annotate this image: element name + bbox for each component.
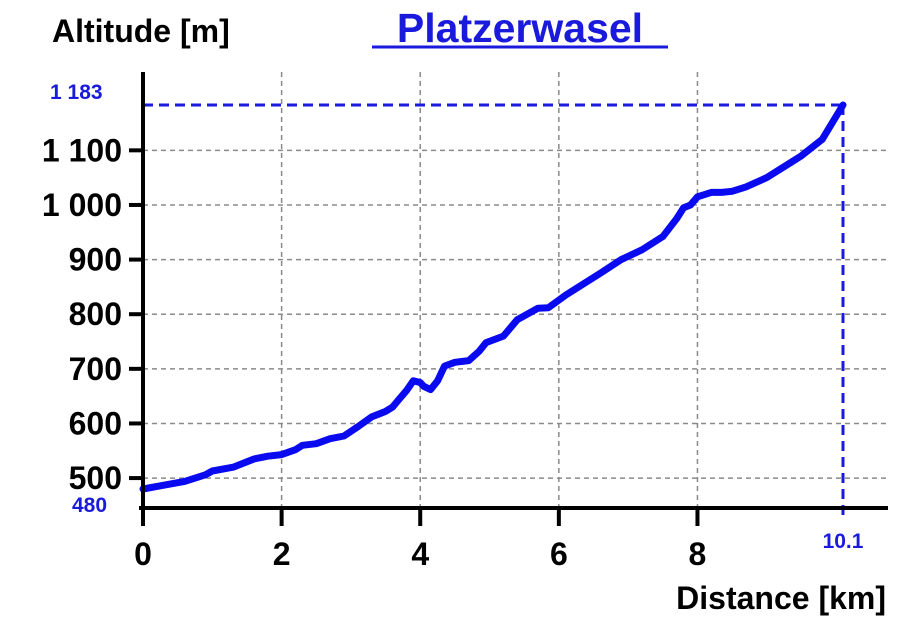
extent-guides — [143, 103, 845, 516]
extent-labels: 1 183 480 10.1 — [50, 81, 864, 553]
axes — [129, 72, 888, 526]
x-tick-label: 4 — [411, 536, 429, 572]
y-tick-label: 500 — [69, 460, 122, 496]
min-altitude-label: 480 — [72, 494, 107, 517]
series-group — [139, 101, 847, 493]
max-altitude-label: 1 183 — [50, 81, 103, 104]
y-axis-label: Altitude [m] — [52, 13, 230, 49]
x-tick-label: 2 — [273, 536, 291, 572]
grid-lines — [143, 72, 888, 508]
y-tick-label: 900 — [69, 242, 122, 278]
x-tick-label: 8 — [689, 536, 707, 572]
x-axis-label: Distance [km] — [676, 580, 886, 616]
x-tick-label: 6 — [550, 536, 568, 572]
y-tick-label: 700 — [69, 351, 122, 387]
altitude-series-line — [139, 101, 847, 493]
y-tick-label: 1 000 — [42, 187, 122, 223]
end-distance-label: 10.1 — [823, 530, 864, 553]
y-tick-label: 800 — [69, 296, 122, 332]
y-tick-label: 600 — [69, 405, 122, 441]
x-tick-label: 0 — [134, 536, 152, 572]
y-tick-label: 1 100 — [42, 132, 122, 168]
chart-title: Platzerwasel — [397, 5, 643, 51]
